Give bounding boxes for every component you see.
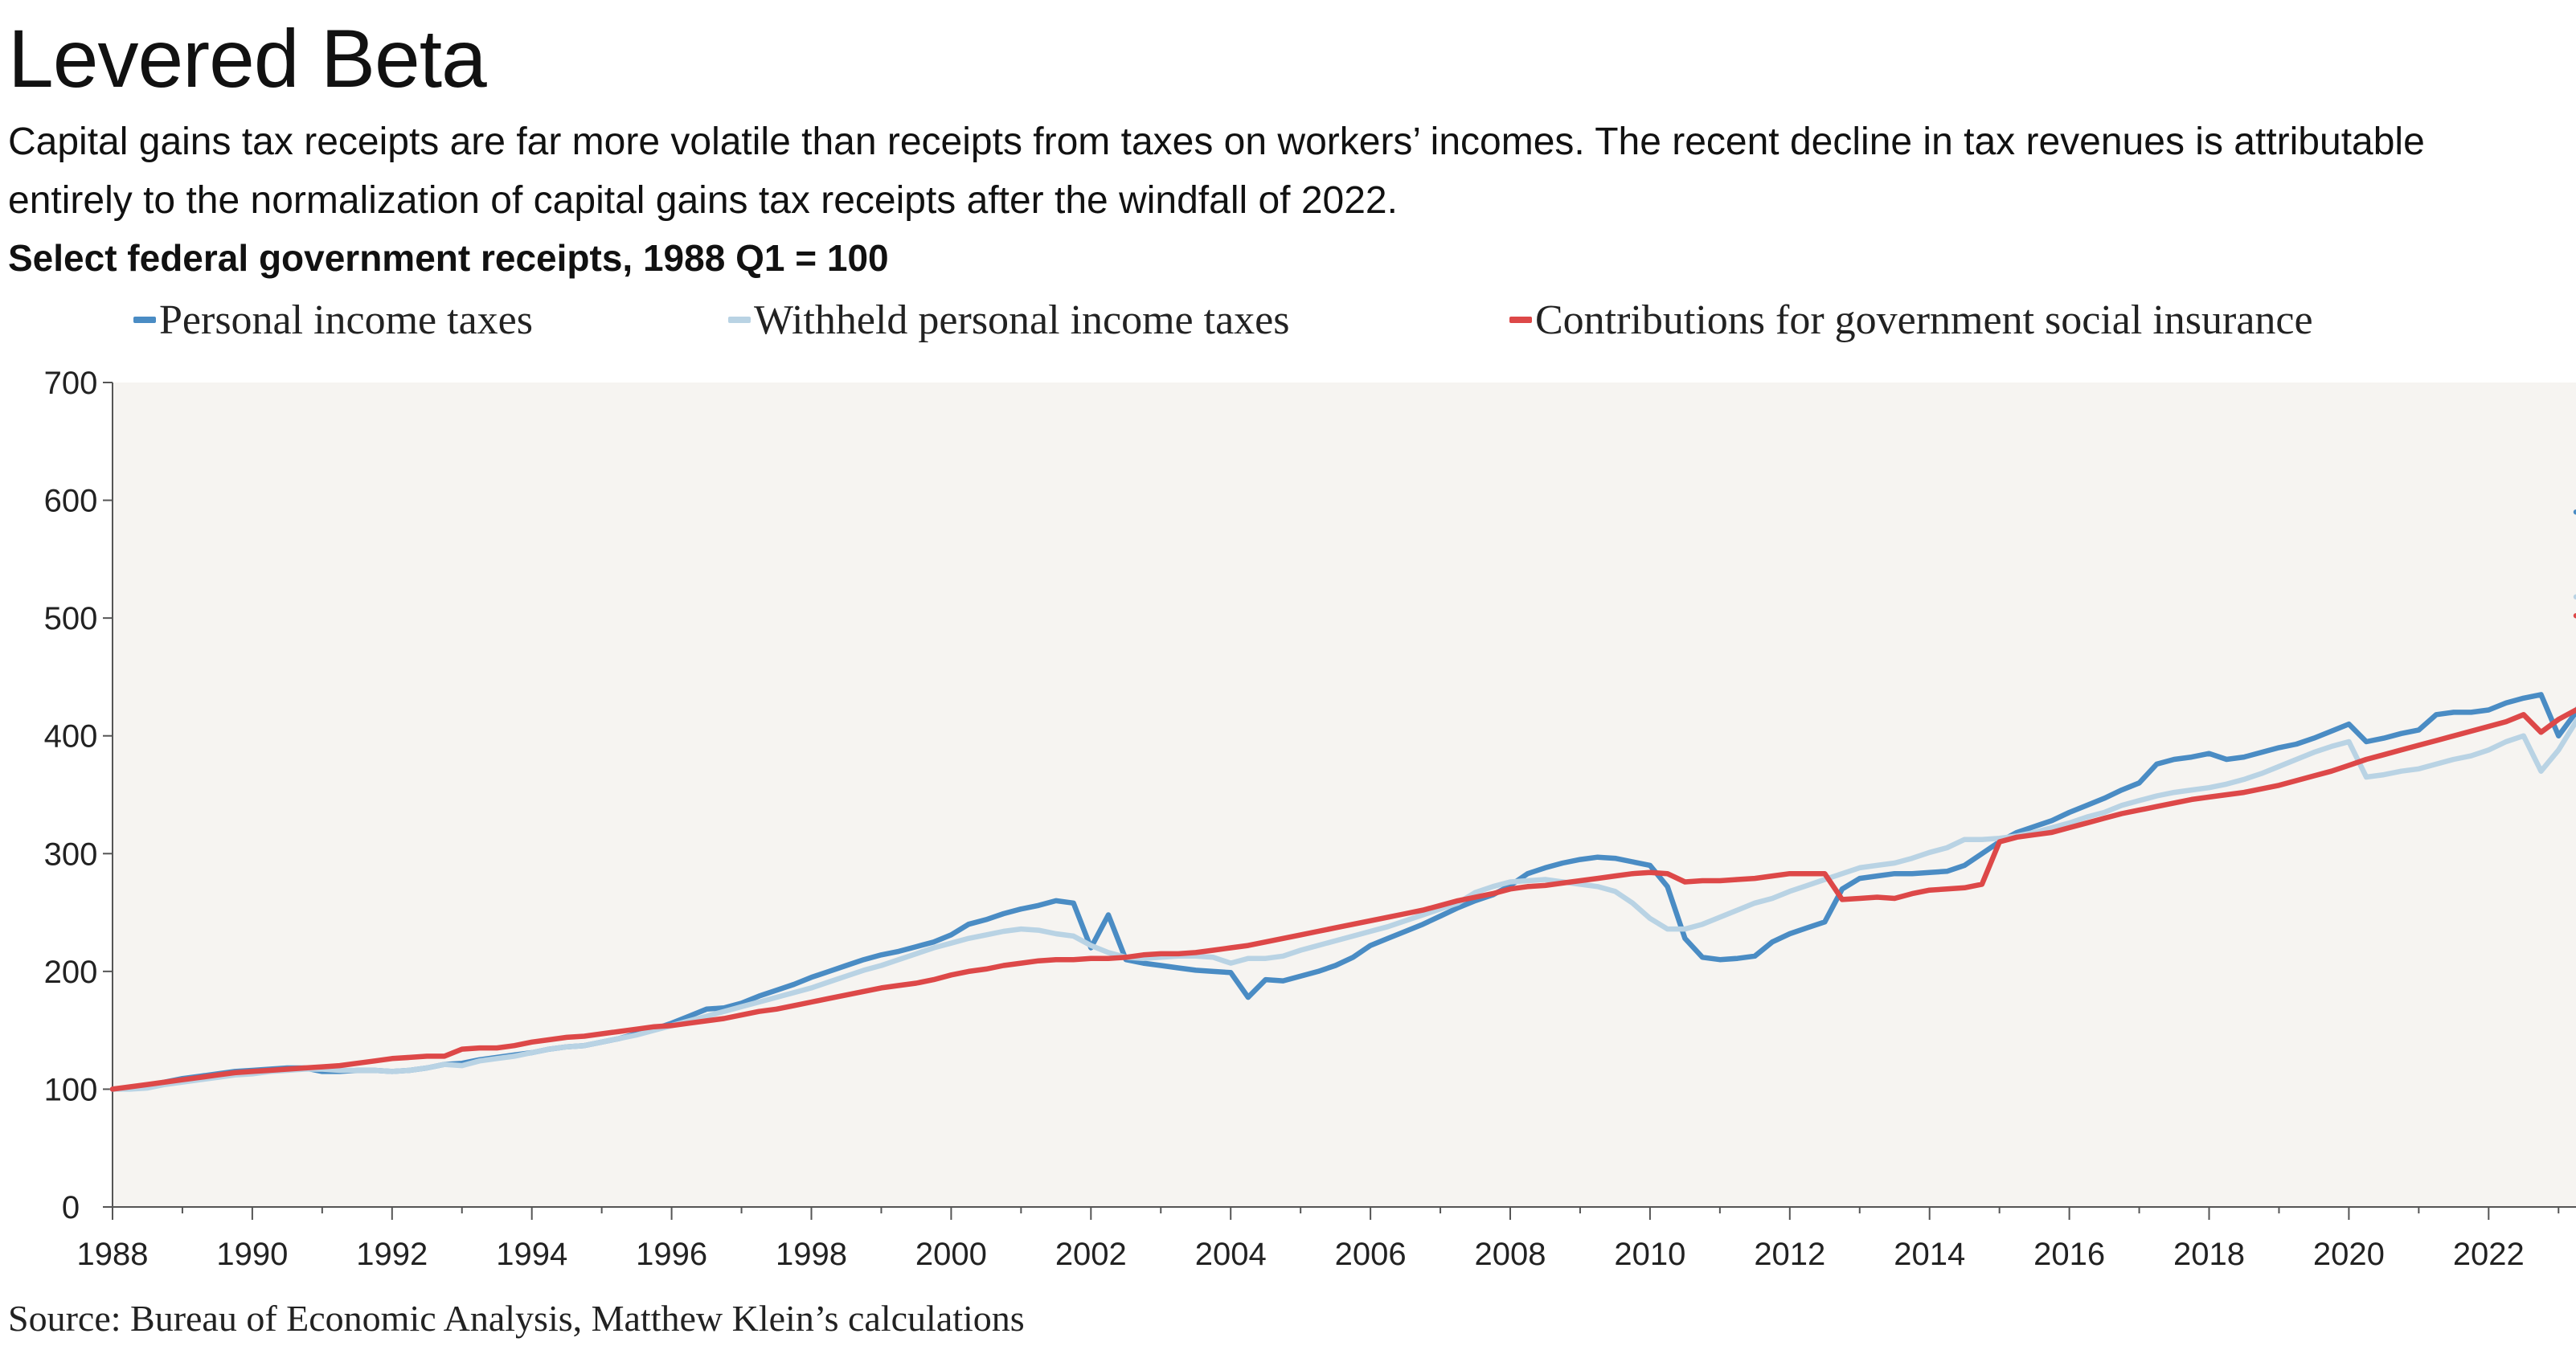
x-axis: 1988 1990 1992 1994 1996 1998 2000 2002 2004 2006… — [77, 1206, 2576, 1272]
x-tick-label: 2000 — [915, 1237, 987, 1272]
x-tick-label: 1990 — [216, 1237, 288, 1272]
x-tick-label: 2022 — [2453, 1237, 2525, 1272]
plot-area — [113, 382, 2576, 1207]
y-axis: 0 100 200 300 400 500 600 700 — [44, 366, 113, 1225]
series-layer — [109, 509, 2576, 1092]
x-tick-label: 2002 — [1055, 1237, 1127, 1272]
legend-label-withheld: Withheld personal income taxes — [754, 297, 1290, 343]
x-tick-label: 2006 — [1335, 1237, 1407, 1272]
series-line-contributions-for-government-social-insurance — [109, 612, 2576, 1092]
chart-subtitle: Capital gains tax receipts are far more … — [8, 121, 2425, 222]
x-tick-label: 1996 — [636, 1237, 707, 1272]
y-tick-label: 400 — [44, 719, 98, 755]
y-tick-label: 500 — [44, 601, 98, 636]
legend-label-personal: Personal income taxes — [159, 297, 533, 343]
source-note: Source: Bureau of Economic Analysis, Mat… — [8, 1298, 1025, 1339]
x-tick-label: 2008 — [1475, 1237, 1546, 1272]
x-tick-label: 2016 — [2033, 1237, 2105, 1272]
legend-item-contributions: Contributions for government social insu… — [1509, 296, 2313, 344]
x-tick-label: 2020 — [2313, 1237, 2385, 1272]
chart-title: Levered Beta — [8, 13, 487, 104]
legend-item-withheld-personal-income-taxes: Withheld personal income taxes — [728, 296, 1289, 344]
x-tick-label: 1994 — [496, 1237, 567, 1272]
legend-label-contributions: Contributions for government social insu… — [1535, 297, 2313, 343]
x-tick-label: 2014 — [1894, 1237, 1965, 1272]
legend-swatch-contributions — [1509, 317, 1532, 323]
legend-swatch-personal — [133, 317, 156, 323]
x-tick-label: 1998 — [776, 1237, 847, 1272]
y-tick-label: 100 — [44, 1072, 98, 1107]
chart-label: Select federal government receipts, 1988… — [8, 237, 889, 279]
x-tick-label: 2018 — [2173, 1237, 2245, 1272]
y-tick-label: 700 — [44, 366, 98, 401]
x-tick-label: 1988 — [77, 1237, 149, 1272]
x-tick-label: 1992 — [356, 1237, 428, 1272]
x-tick-label: 2004 — [1195, 1237, 1267, 1272]
legend-item-personal-income-taxes: Personal income taxes — [133, 296, 533, 344]
y-tick-label: 300 — [44, 837, 98, 872]
x-tick-label: 2012 — [1754, 1237, 1825, 1272]
legend-swatch-withheld — [728, 317, 751, 323]
y-tick-label: 200 — [44, 955, 98, 990]
x-tick-label: 2010 — [1614, 1237, 1685, 1272]
y-tick-label: 0 — [62, 1190, 80, 1225]
y-tick-label: 600 — [44, 484, 98, 519]
